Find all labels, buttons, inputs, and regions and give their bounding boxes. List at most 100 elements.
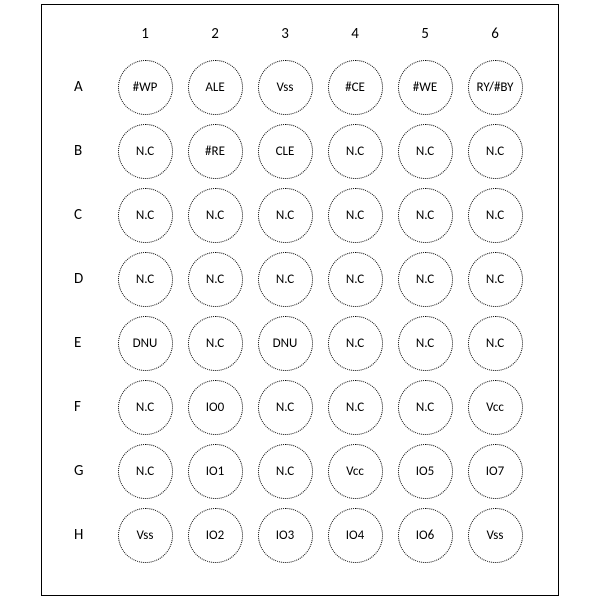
ball-label: Vss	[277, 81, 294, 94]
ball-A3: Vss	[258, 60, 313, 115]
ball-label: IO5	[416, 465, 434, 478]
ball-B5: N.C	[398, 124, 453, 179]
ball-E1: DNU	[118, 316, 173, 371]
ball-H1: Vss	[118, 508, 173, 563]
ball-E6: N.C	[468, 316, 523, 371]
ball-label: N.C	[416, 401, 434, 414]
ball-label: IO7	[486, 465, 504, 478]
ball-label: RY/#BY	[477, 81, 514, 94]
ball-label: IO3	[276, 529, 294, 542]
ball-label: N.C	[136, 145, 154, 158]
ball-label: N.C	[416, 337, 434, 350]
col-header-4: 4	[351, 23, 359, 43]
ball-C2: N.C	[188, 188, 243, 243]
ball-G2: IO1	[188, 444, 243, 499]
col-header-5: 5	[421, 23, 429, 43]
ball-label: N.C	[486, 337, 504, 350]
row-header-A: A	[70, 78, 83, 96]
ball-D6: N.C	[468, 252, 523, 307]
ball-label: Vss	[137, 529, 154, 542]
ball-label: Vcc	[346, 465, 364, 478]
col-header-6: 6	[491, 23, 499, 43]
ball-F6: Vcc	[468, 380, 523, 435]
ball-label: N.C	[346, 273, 364, 286]
ball-G4: Vcc	[328, 444, 383, 499]
ball-C1: N.C	[118, 188, 173, 243]
ball-label: N.C	[486, 209, 504, 222]
col-header-2: 2	[211, 23, 219, 43]
ball-label: N.C	[276, 401, 294, 414]
ball-label: IO6	[416, 529, 434, 542]
ball-B3: CLE	[258, 124, 313, 179]
row-header-E: E	[70, 334, 81, 352]
ball-label: N.C	[276, 273, 294, 286]
ball-E3: DNU	[258, 316, 313, 371]
ball-label: N.C	[136, 401, 154, 414]
ball-E2: N.C	[188, 316, 243, 371]
ball-label: N.C	[136, 273, 154, 286]
pinout-grid: 1 2 3 4 5 6 A #WP ALE Vss #CE #WE RY/#BY…	[70, 23, 522, 567]
ball-label: #RE	[205, 145, 225, 158]
row-header-H: H	[70, 526, 83, 544]
row-header-D: D	[70, 270, 83, 288]
ball-C3: N.C	[258, 188, 313, 243]
ball-label: #CE	[345, 81, 365, 94]
ball-B2: #RE	[188, 124, 243, 179]
ball-E5: N.C	[398, 316, 453, 371]
ball-E4: N.C	[328, 316, 383, 371]
row-header-B: B	[70, 142, 82, 160]
ball-label: IO1	[206, 465, 224, 478]
ball-G6: IO7	[468, 444, 523, 499]
ball-label: DNU	[273, 337, 298, 350]
ball-D3: N.C	[258, 252, 313, 307]
ball-C6: N.C	[468, 188, 523, 243]
ball-F5: N.C	[398, 380, 453, 435]
ball-label: DNU	[133, 337, 158, 350]
ball-label: IO4	[346, 529, 364, 542]
ball-label: N.C	[346, 337, 364, 350]
ball-label: N.C	[416, 273, 434, 286]
ball-label: IO2	[206, 529, 224, 542]
row-header-F: F	[70, 398, 81, 416]
ball-H5: IO6	[398, 508, 453, 563]
ball-D1: N.C	[118, 252, 173, 307]
ball-label: ALE	[205, 81, 224, 94]
ball-label: N.C	[486, 145, 504, 158]
ball-label: IO0	[206, 401, 224, 414]
ball-B4: N.C	[328, 124, 383, 179]
ball-label: N.C	[486, 273, 504, 286]
ball-H6: Vss	[468, 508, 523, 563]
ball-label: N.C	[346, 145, 364, 158]
ball-label: N.C	[276, 209, 294, 222]
ball-D2: N.C	[188, 252, 243, 307]
ball-C5: N.C	[398, 188, 453, 243]
ball-B1: N.C	[118, 124, 173, 179]
ball-D5: N.C	[398, 252, 453, 307]
ball-label: #WE	[413, 81, 437, 94]
ball-G1: N.C	[118, 444, 173, 499]
ball-B6: N.C	[468, 124, 523, 179]
ball-label: N.C	[136, 465, 154, 478]
ball-label: N.C	[206, 337, 224, 350]
ball-A1: #WP	[118, 60, 173, 115]
ball-F2: IO0	[188, 380, 243, 435]
ball-label: Vss	[487, 529, 504, 542]
ball-label: N.C	[346, 401, 364, 414]
ball-A5: #WE	[398, 60, 453, 115]
ball-H4: IO4	[328, 508, 383, 563]
ball-H3: IO3	[258, 508, 313, 563]
ball-label: N.C	[416, 209, 434, 222]
ball-label: CLE	[276, 145, 295, 158]
ball-F1: N.C	[118, 380, 173, 435]
ball-G3: N.C	[258, 444, 313, 499]
ball-A2: ALE	[188, 60, 243, 115]
ball-H2: IO2	[188, 508, 243, 563]
ball-label: N.C	[276, 465, 294, 478]
col-header-1: 1	[141, 23, 149, 43]
col-header-3: 3	[281, 23, 289, 43]
ball-F4: N.C	[328, 380, 383, 435]
ball-F3: N.C	[258, 380, 313, 435]
ball-C4: N.C	[328, 188, 383, 243]
ball-label: N.C	[206, 273, 224, 286]
row-header-C: C	[70, 206, 82, 224]
